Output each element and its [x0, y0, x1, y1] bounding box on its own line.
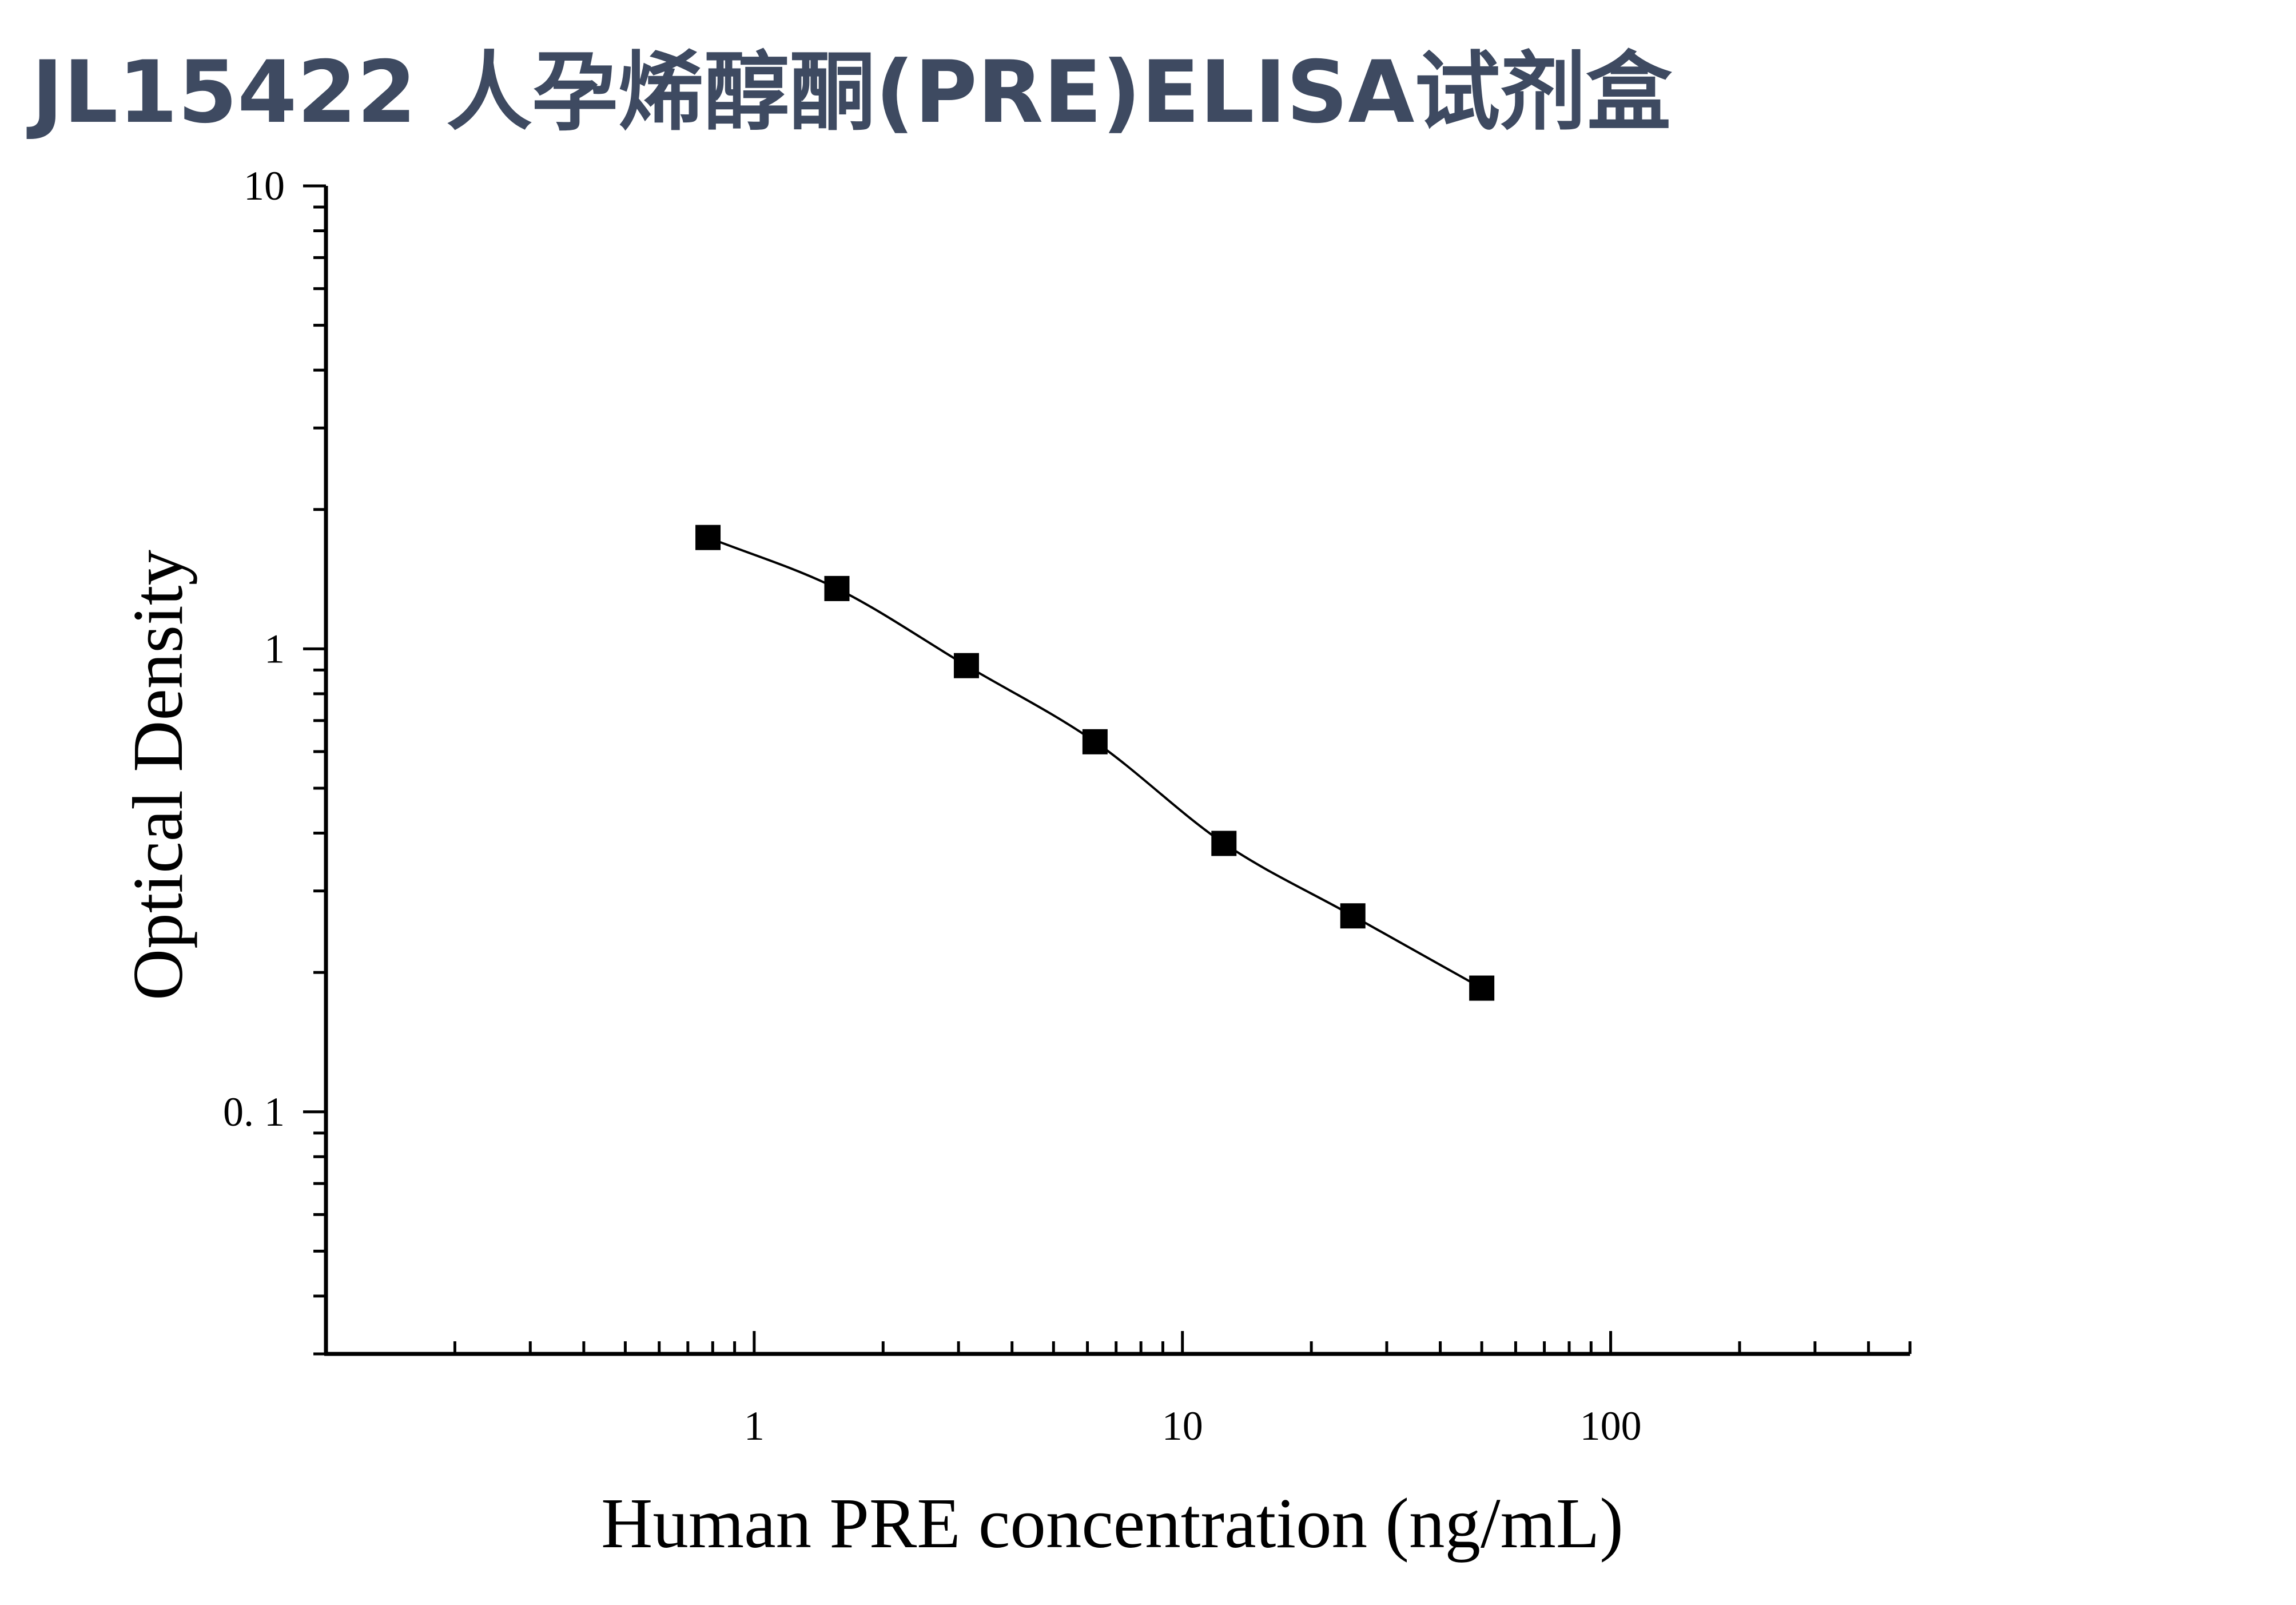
data-points	[695, 525, 1495, 1001]
fit-curve-layer	[707, 536, 1483, 990]
x-tick-label: 100	[1580, 1403, 1642, 1449]
chart-axes	[324, 186, 1910, 1356]
data-point	[1469, 975, 1495, 1001]
data-point	[953, 653, 979, 678]
y-tick-label: 10	[244, 163, 285, 209]
data-point	[824, 575, 850, 601]
chart-ticks: 0. 1 1 10 1 10 100	[223, 163, 1912, 1449]
data-point	[1082, 729, 1108, 754]
y-tick-label: 0. 1	[223, 1089, 285, 1135]
x-axis-title: Human PRE concentration (ng/mL)	[601, 1484, 1623, 1563]
data-point	[695, 525, 721, 550]
y-axis-title: Optical Density	[119, 549, 198, 1000]
x-tick-label: 1	[744, 1403, 765, 1449]
data-point	[1211, 831, 1237, 856]
fit-curve	[707, 536, 1483, 990]
data-point	[1340, 903, 1366, 929]
y-tick-label: 1	[264, 626, 285, 672]
x-tick-label: 10	[1162, 1403, 1203, 1449]
page-title: JL15422 人孕烯醇酮(PRE)ELISA试剂盒	[31, 43, 1672, 142]
